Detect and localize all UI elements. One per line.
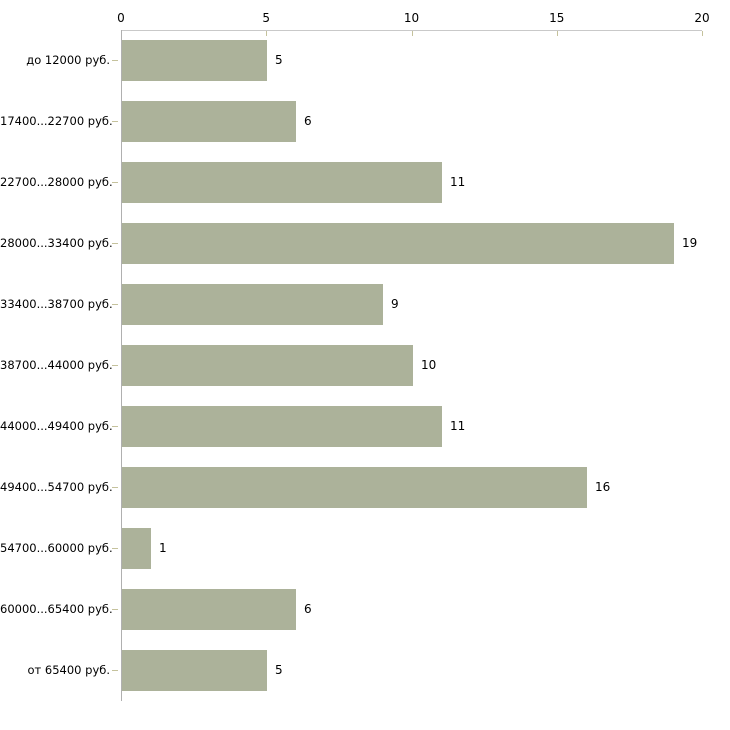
x-axis-tick-label: 5 <box>262 11 271 25</box>
bar <box>122 528 151 569</box>
value-label: 6 <box>304 114 312 128</box>
bar <box>122 284 383 325</box>
category-tick-mark <box>112 304 118 305</box>
x-axis-tick-mark <box>412 31 413 36</box>
category-label: 17400...22700 руб. <box>0 114 113 128</box>
category-tick-mark <box>112 670 118 671</box>
category-tick-mark <box>112 365 118 366</box>
x-axis-tick-label: 20 <box>694 11 710 25</box>
category-label: от 65400 руб. <box>27 663 110 677</box>
category-tick-mark <box>112 426 118 427</box>
bar <box>122 223 674 264</box>
x-axis-tick-label: 10 <box>403 11 420 25</box>
category-label: 33400...38700 руб. <box>0 297 113 311</box>
category-label: до 12000 руб. <box>26 53 110 67</box>
value-label: 10 <box>421 358 437 372</box>
bar <box>122 589 296 630</box>
value-label: 5 <box>275 663 283 677</box>
bar <box>122 40 267 81</box>
bar <box>122 345 413 386</box>
x-axis-tick-label: 15 <box>549 11 565 25</box>
category-tick-mark <box>112 60 118 61</box>
bar <box>122 650 267 691</box>
category-tick-mark <box>112 548 118 549</box>
x-axis-tick-label: 0 <box>117 11 125 25</box>
x-axis-line <box>121 30 702 31</box>
value-label: 19 <box>682 236 698 250</box>
x-axis-tick-mark <box>121 31 122 36</box>
category-label: 22700...28000 руб. <box>0 175 113 189</box>
category-tick-mark <box>112 243 118 244</box>
category-tick-mark <box>112 182 118 183</box>
category-tick-mark <box>112 121 118 122</box>
bar <box>122 406 442 447</box>
value-label: 5 <box>275 53 283 67</box>
value-label: 9 <box>391 297 399 311</box>
category-label: 38700...44000 руб. <box>0 358 113 372</box>
bar <box>122 162 442 203</box>
x-axis-tick-mark <box>702 31 703 36</box>
category-tick-mark <box>112 609 118 610</box>
value-label: 6 <box>304 602 312 616</box>
value-label: 11 <box>450 175 466 189</box>
value-label: 16 <box>595 480 611 494</box>
category-label: 49400...54700 руб. <box>0 480 113 494</box>
value-label: 1 <box>159 541 167 555</box>
value-label: 11 <box>450 419 466 433</box>
category-tick-mark <box>112 487 118 488</box>
category-label: 44000...49400 руб. <box>0 419 113 433</box>
bar <box>122 467 587 508</box>
y-axis-line <box>121 30 122 701</box>
category-label: 28000...33400 руб. <box>0 236 113 250</box>
category-label: 60000...65400 руб. <box>0 602 113 616</box>
category-label: 54700...60000 руб. <box>0 541 113 555</box>
x-axis-tick-mark <box>266 31 267 36</box>
bar <box>122 101 296 142</box>
x-axis-tick-mark <box>557 31 558 36</box>
